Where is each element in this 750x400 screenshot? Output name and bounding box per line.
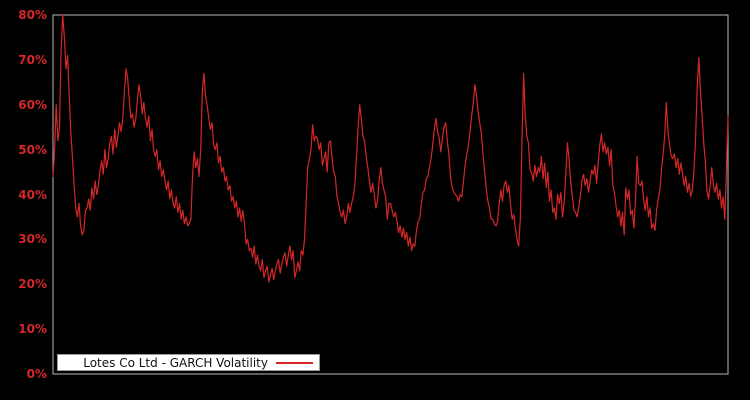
y-tick-label-40: 40% bbox=[18, 187, 47, 202]
y-tick-label-50: 50% bbox=[18, 142, 47, 157]
legend: Lotes Co Ltd - GARCH Volatility bbox=[57, 354, 320, 371]
volatility-line bbox=[52, 14, 729, 283]
y-tick-label-80: 80% bbox=[18, 8, 47, 22]
plot-border bbox=[52, 14, 729, 375]
y-tick-label-30: 30% bbox=[18, 232, 47, 247]
legend-line-sample bbox=[276, 361, 313, 364]
y-tick-label-20: 20% bbox=[18, 277, 47, 292]
y-tick-label-60: 60% bbox=[18, 97, 47, 112]
y-tick-label-0: 0% bbox=[26, 367, 47, 381]
y-tick-label-10: 10% bbox=[18, 322, 47, 337]
legend-label: Lotes Co Ltd - GARCH Volatility bbox=[83, 355, 268, 370]
y-tick-label-70: 70% bbox=[18, 52, 47, 67]
